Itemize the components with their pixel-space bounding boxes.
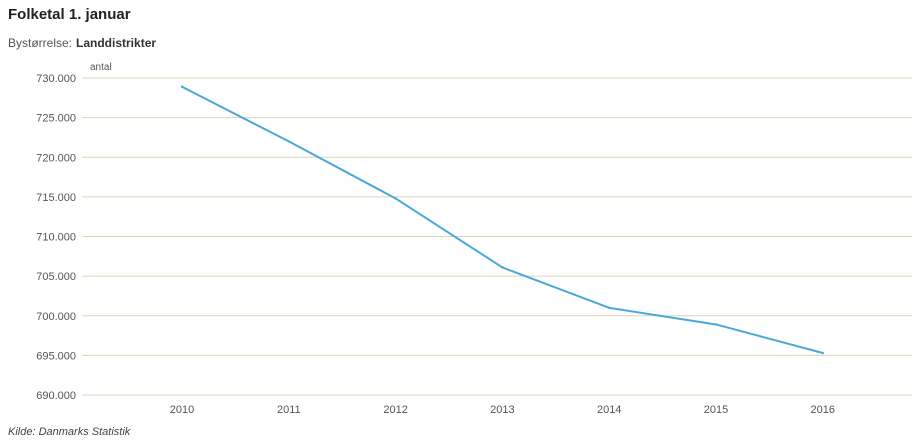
x-tick-label: 2014 <box>597 404 621 416</box>
data-point <box>394 197 397 200</box>
x-tick-label: 2010 <box>170 404 194 416</box>
x-tick-label: 2013 <box>490 404 514 416</box>
series-line <box>181 85 824 354</box>
y-tick-label: 705.000 <box>36 271 76 283</box>
chart-subtitle: Bystørrelse: Landdistrikter <box>8 36 156 50</box>
subtitle-label: Bystørrelse: <box>8 36 73 50</box>
x-tick-label: 2015 <box>704 404 728 416</box>
chart-title: Folketal 1. januar <box>8 6 131 23</box>
y-axis-label: antal <box>90 62 112 73</box>
y-tick-label: 700.000 <box>36 311 76 323</box>
y-tick-label: 730.000 <box>36 73 76 85</box>
subtitle-value: Landdistrikter <box>76 36 157 50</box>
x-tick-label: 2011 <box>277 404 301 416</box>
y-tick-label: 710.000 <box>36 232 76 244</box>
data-point <box>287 140 290 143</box>
data-point <box>821 351 824 355</box>
data-point <box>180 85 184 88</box>
x-tick-label: 2016 <box>811 404 835 416</box>
y-tick-label: 725.000 <box>36 113 76 125</box>
data-point <box>714 323 718 326</box>
y-tick-label: 720.000 <box>36 152 76 164</box>
data-point <box>501 266 504 269</box>
y-tick-label: 690.000 <box>36 390 76 402</box>
x-tick-label: 2012 <box>383 404 407 416</box>
series-group <box>180 85 824 355</box>
x-axis-ticks: 2010 2011 2012 2013 2014 2015 2016 <box>170 404 835 416</box>
gridlines <box>82 77 912 396</box>
y-axis-ticks: 730.000 725.000 720.000 715.000 710.000 705.0… <box>36 73 76 402</box>
y-tick-label: 695.000 <box>36 350 76 362</box>
y-tick-label: 715.000 <box>36 192 76 204</box>
data-point <box>608 306 611 310</box>
source-note: Kilde: Danmarks Statistik <box>8 426 131 438</box>
